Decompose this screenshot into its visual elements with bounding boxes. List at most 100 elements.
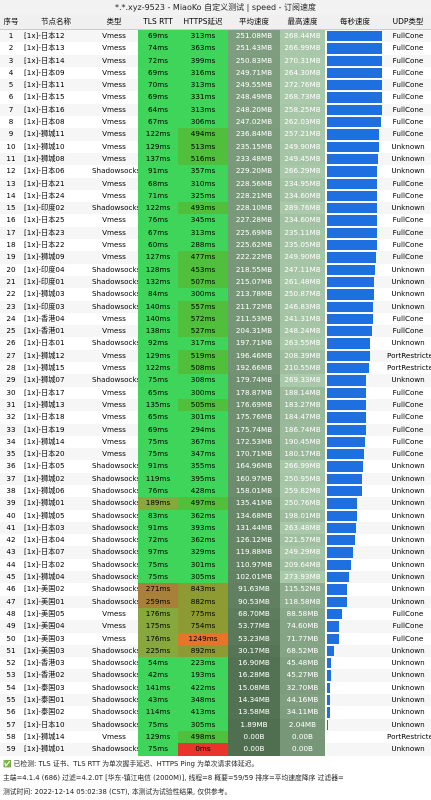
table-cell: 176ms [138,632,178,645]
table-cell: 91.63MB [228,583,280,596]
table-cell: 306ms [178,116,228,129]
table-row: 29 [1x]-狮城07 Shadowsocks 75ms 308ms 179.74MB 2… [0,374,431,387]
table-cell: 42 [6,535,16,545]
table-cell: [1x]-日本22 [24,240,65,250]
speed-graph-bar [327,522,356,534]
table-cell: 28 [6,363,16,373]
table-cell: FullCone [392,621,424,631]
speed-graph [325,387,385,399]
table-cell: Shadowsocks [92,670,138,680]
table-cell: 10 [6,141,16,151]
table-cell: 211.53MB [228,312,280,326]
table-cell: Vmess [102,178,126,188]
table-row: 55 [1x]-泰国01 Shadowsocks 43ms 348ms 14.34MB 44… [0,694,431,707]
table-cell: 60ms [138,239,178,252]
speed-graph-bar [327,572,350,583]
table-cell: Vmess [102,621,126,631]
table-cell: 170.71MB [228,448,280,461]
footer: ✅ 已检测: TLS 证书、TLS RTT 为单次握手延迟、HTTPS Ping… [0,757,431,799]
table-cell: 301ms [178,558,228,572]
table-cell: 44 [6,559,16,569]
table-cell: FullCone [392,55,424,65]
table-cell: 262.03MB [280,116,325,129]
table-cell: 16 [6,215,16,225]
speed-graph [325,633,385,645]
table-cell: 257.21MB [280,128,325,141]
table-cell: [1x]-日本09 [24,67,65,77]
table-cell: 65ms [138,411,178,424]
table-cell: [1x]-狮城01 [24,498,65,508]
speed-graph-bar [327,203,378,214]
speed-graph-bar [327,289,374,300]
table-cell: [1x]-狮城13 [24,399,65,409]
table-cell: Unknown [391,375,425,385]
table-cell: [1x]-日本25 [24,215,65,225]
table-cell: 114ms [138,706,178,719]
table-cell: 75ms [138,718,178,731]
table-cell: 69ms [138,66,178,80]
table-row: 7 [1x]-日本16 Vmess 64ms 313ms 248.20MB 258.25MB… [0,103,431,117]
table-cell: 196.46MB [228,349,280,363]
table-cell: 47 [6,596,16,606]
table-cell: Shadowsocks [92,301,138,311]
table-cell: [1x]-香港02 [24,670,65,680]
table-cell: 493ms [178,202,228,215]
table-cell: [1x]-日本06 [24,166,65,176]
table-cell: 97ms [138,546,178,559]
table-cell: 68ms [138,177,178,190]
table-cell: 40 [6,510,16,520]
table-cell: 249.90MB [280,140,325,153]
speed-graph [325,522,385,534]
table-cell: [1x]-日本12 [24,31,65,40]
table-cell: 176ms [138,607,178,621]
table-cell: 313ms [178,30,228,43]
table-cell: 233.48MB [228,152,280,166]
table-cell: Vmess [102,363,126,373]
speed-graph [325,534,385,546]
speed-graph [325,116,385,128]
table-cell: 45.27MB [280,669,325,682]
table-cell: FullCone [392,80,424,90]
table-cell: 64ms [138,103,178,117]
table-cell: 357ms [178,165,228,178]
table-cell: 266.99MB [280,42,325,55]
speed-graph [325,399,385,411]
table-row: 35 [1x]-日本20 Vmess 75ms 347ms 170.71MB 180.17M… [0,448,431,461]
footer-line: 主端=4.1.4 (686) 过滤=4.2.0T [华东-镇江电信 (2000M… [3,774,344,782]
table-cell: 13.58MB [228,706,280,719]
header-cell: 序号 [3,17,19,26]
table-cell: [1x]-泰国03 [24,682,65,692]
table-cell: Shadowsocks [92,375,138,385]
table-cell: 0.00B [280,730,325,744]
table-cell: 71.77MB [280,632,325,645]
speed-graph-bar [327,658,331,669]
speed-graph [325,104,385,116]
speed-graph [325,30,385,42]
table-cell: 15.08MB [228,681,280,695]
table-cell: 92ms [138,337,178,350]
table-cell: 75ms [138,571,178,584]
table-cell: 227.28MB [228,214,280,227]
table-cell: Vmess [102,633,126,643]
table-cell: 19 [6,252,16,262]
table-cell: Unknown [391,498,425,508]
table-cell: 31 [6,399,16,409]
table-cell: 331ms [178,91,228,104]
table-cell: 75ms [138,558,178,572]
table-cell: Vmess [102,190,126,200]
table-cell: FullCone [392,436,424,446]
table-cell: 0ms [178,743,228,756]
table-cell: 234.95MB [280,177,325,190]
table-cell: 557ms [178,300,228,313]
speed-graph [325,448,385,460]
table-cell: 16.90MB [228,657,280,670]
speed-graph [325,583,385,595]
table-cell: [1x]-日本02 [24,559,65,569]
table-row: 11 [1x]-狮城08 Vmess 137ms 516ms 233.48MB 249.45… [0,152,431,166]
table-cell: 160.97MB [228,472,280,485]
table-cell: 176.69MB [228,398,280,412]
speed-graph-bar [327,547,354,558]
table-cell: 190.45MB [280,435,325,449]
speed-graph-bar [327,695,331,706]
table-cell: Vmess [102,240,126,250]
